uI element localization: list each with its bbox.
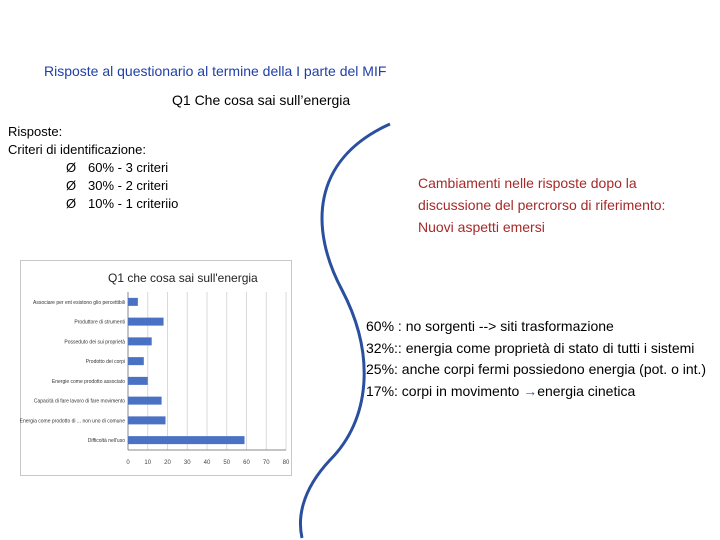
results-block: 60% : no sorgenti --> siti trasformazion… — [366, 316, 716, 402]
chart-bar — [128, 436, 245, 445]
right-arrow-icon: → — [523, 382, 538, 399]
bullet-arrow-icon: Ø — [66, 178, 77, 193]
x-tick-label: 60 — [243, 460, 250, 466]
category-label: Produttore di strumenti — [74, 320, 125, 326]
category-label: Difficoltà nell'uso — [88, 438, 125, 444]
category-label: Energia come prodotto di ... non uno di … — [20, 418, 125, 424]
result-line: 32%:: energia come proprietà di stato di… — [366, 339, 695, 356]
bullet-arrow-icon: Ø — [66, 160, 77, 175]
page-title: Risposte al questionario al termine dell… — [44, 63, 387, 79]
category-label: Prodotto dei corpi — [86, 359, 125, 365]
category-label: Capacità di fare lavoro di fare moviment… — [34, 399, 125, 405]
answers-block: Risposte: Criteri di identificazione: Ø … — [8, 123, 178, 213]
x-tick-label: 20 — [164, 460, 171, 466]
bar-chart: Q1 che cosa sai sull'energia 0 10 20 30 40 50 6… — [20, 260, 292, 476]
changes-block: Cambiamenti nelle risposte dopo la discu… — [418, 172, 698, 238]
result-text: energia cinetica — [537, 382, 636, 399]
x-tick-label: 50 — [223, 460, 230, 466]
x-tick-label: 70 — [263, 460, 270, 466]
answer-item-text: 60% - 3 criteri — [88, 160, 169, 175]
x-tick-label: 80 — [283, 460, 290, 466]
x-tick-label: 40 — [204, 460, 211, 466]
chart-bar — [128, 416, 166, 425]
changes-intro: Cambiamenti nelle risposte dopo la discu… — [418, 175, 666, 213]
wavy-divider — [298, 122, 391, 539]
changes-new-aspects: Nuovi aspetti emersi — [418, 219, 545, 235]
category-label: Posseduto dei sui proprietà — [64, 339, 125, 345]
x-tick-label: 10 — [144, 460, 151, 466]
result-line: 25%: anche corpi fermi possiedono energi… — [366, 361, 707, 377]
chart-bar — [128, 357, 144, 366]
answers-heading: Risposte: — [8, 124, 63, 139]
chart-bar — [128, 396, 162, 405]
chart-bar — [128, 337, 152, 346]
answer-item: Ø 30% - 2 criteri — [8, 177, 178, 195]
x-tick-label: 0 — [126, 460, 130, 466]
answer-item: Ø 10% - 1 criteriio — [8, 195, 178, 213]
category-label: Energie come prodotto associato — [52, 379, 125, 385]
result-line: 17%: corpi in movimento →energia cinetic… — [366, 381, 716, 403]
result-text: 17%: corpi in movimento — [366, 382, 524, 399]
x-tick-label: 30 — [184, 460, 191, 466]
category-label: Associare per ent esistono glio percetti… — [33, 300, 125, 306]
answer-item-text: 30% - 2 criteri — [88, 178, 169, 193]
chart-bar — [128, 317, 164, 326]
chart-bar — [128, 376, 148, 385]
chart-bar — [128, 297, 138, 306]
question-subtitle: Q1 Che cosa sai sull’energia — [172, 92, 351, 108]
result-line: 60% : no sorgenti --> siti trasformazion… — [366, 318, 614, 334]
answer-item-text: 10% - 1 criteriio — [88, 196, 179, 211]
answers-subheading: Criteri di identificazione: — [8, 142, 147, 157]
chart-title: Q1 che cosa sai sull'energia — [108, 271, 258, 285]
bullet-arrow-icon: Ø — [66, 196, 77, 211]
answer-item: Ø 60% - 3 criteri — [8, 159, 178, 177]
divider-curve — [298, 122, 391, 539]
